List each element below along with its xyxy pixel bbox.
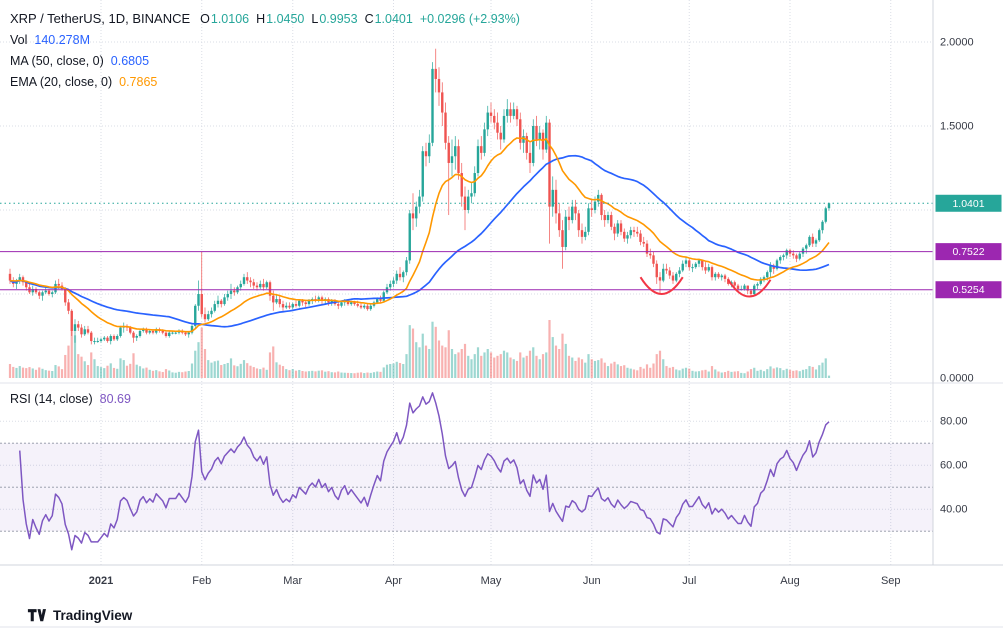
ema-indicator-label[interactable]: EMA (20, close, 0): [10, 74, 113, 89]
rsi-value: 80.69: [99, 391, 131, 406]
arc-annotation: [727, 279, 772, 298]
svg-text:1.5000: 1.5000: [940, 121, 974, 133]
candles-layer: [8, 48, 831, 345]
svg-text:0.0000: 0.0000: [940, 373, 974, 385]
change-value: +0.0296 (+2.93%): [419, 11, 520, 26]
svg-text:Aug: Aug: [780, 575, 800, 587]
volume-label[interactable]: Vol: [10, 32, 28, 47]
price-lines[interactable]: [0, 251, 933, 291]
ema-legend-row: EMA (20, close, 0) 0.7865: [10, 71, 520, 92]
svg-text:2.0000: 2.0000: [940, 37, 974, 49]
rsi-band: [0, 442, 933, 532]
close-value: C1.0401: [364, 11, 413, 26]
arc-annotation: [639, 276, 684, 295]
ema-value: 0.7865: [119, 74, 158, 89]
price-badge[interactable]: 0.7522: [935, 243, 1002, 261]
high-value: H1.0450: [256, 11, 305, 26]
volume-value: 140.278M: [34, 32, 90, 47]
low-value: L0.9953: [311, 11, 358, 26]
symbol-legend-row: XRP / TetherUS, 1D, BINANCE O1.0106 H1.0…: [10, 8, 520, 29]
footer: TradingView: [27, 603, 132, 627]
svg-text:2021: 2021: [89, 575, 113, 587]
svg-text:Apr: Apr: [385, 575, 402, 587]
annotation-arcs[interactable]: [639, 276, 772, 298]
main-legend: XRP / TetherUS, 1D, BINANCE O1.0106 H1.0…: [10, 8, 520, 92]
price-badge[interactable]: 1.0401: [935, 194, 1002, 212]
time-axis[interactable]: 2021 Feb Mar Apr May Jun Jul Aug Sep: [89, 575, 901, 587]
symbol-title[interactable]: XRP / TetherUS, 1D, BINANCE: [10, 11, 191, 26]
svg-text:Jun: Jun: [583, 575, 601, 587]
rsi-indicator-label[interactable]: RSI (14, close): [10, 391, 93, 406]
volume-layer: [8, 320, 831, 378]
ema-line: [9, 137, 830, 333]
price-badges[interactable]: 0.7522 0.5254 1.0401: [935, 194, 1002, 299]
volume-legend-row: Vol 140.278M: [10, 29, 520, 50]
svg-text:1.0401: 1.0401: [952, 198, 984, 210]
ma-indicator-label[interactable]: MA (50, close, 0): [10, 53, 104, 68]
ma-line: [9, 154, 830, 328]
rsi-line: [19, 392, 830, 551]
tradingview-logo[interactable]: [27, 608, 46, 623]
svg-text:Feb: Feb: [192, 575, 211, 587]
svg-text:May: May: [481, 575, 502, 587]
rsi-legend: RSI (14, close) 80.69: [10, 388, 131, 409]
ma-value: 0.6805: [110, 53, 150, 68]
open-value: O1.0106: [200, 11, 250, 26]
svg-text:Jul: Jul: [682, 575, 696, 587]
price-axis[interactable]: 2.0000 1.5000 0.0000 80.00 60.00 40.00: [940, 37, 974, 516]
svg-text:40.00: 40.00: [940, 504, 968, 516]
svg-text:60.00: 60.00: [940, 460, 968, 472]
price-badge[interactable]: 0.5254: [935, 281, 1002, 299]
rsi-legend-row: RSI (14, close) 80.69: [10, 388, 131, 409]
svg-text:0.5254: 0.5254: [952, 284, 984, 296]
ma-legend-row: MA (50, close, 0) 0.6805: [10, 50, 520, 71]
svg-text:0.7522: 0.7522: [952, 246, 984, 258]
svg-text:Mar: Mar: [283, 575, 302, 587]
svg-text:Sep: Sep: [881, 575, 901, 587]
svg-text:80.00: 80.00: [940, 416, 968, 428]
brand-text[interactable]: TradingView: [53, 607, 133, 623]
